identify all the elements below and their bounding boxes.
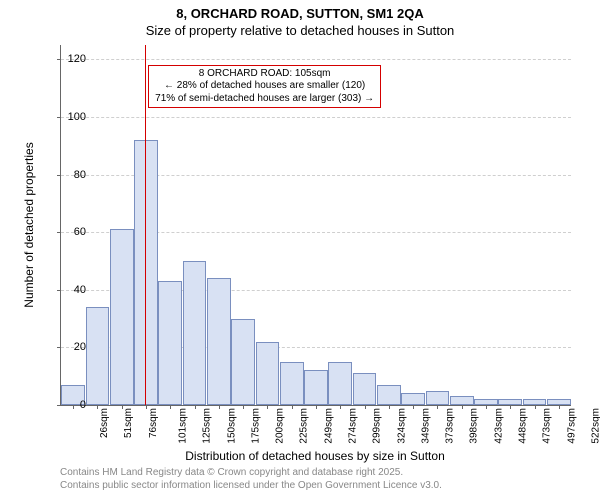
- histogram-bar: [328, 362, 352, 405]
- x-tick-label: 76sqm: [148, 408, 159, 438]
- y-axis-label-wrap: Number of detached properties: [22, 45, 36, 405]
- x-tick-label: 225sqm: [299, 408, 310, 444]
- histogram-bar: [401, 393, 425, 405]
- x-tick-label: 200sqm: [275, 408, 286, 444]
- x-tick-label: 522sqm: [590, 408, 600, 444]
- y-tick-label: 0: [46, 399, 86, 411]
- y-tick-label: 100: [46, 111, 86, 123]
- histogram-bar: [280, 362, 304, 405]
- x-tick-mark: [195, 405, 196, 409]
- x-tick-label: 299sqm: [372, 408, 383, 444]
- x-tick-mark: [170, 405, 171, 409]
- histogram-bar: [86, 307, 110, 405]
- histogram-bar: [256, 342, 280, 405]
- x-tick-mark: [292, 405, 293, 409]
- x-tick-label: 51sqm: [123, 408, 134, 438]
- x-tick-mark: [510, 405, 511, 409]
- histogram-bar: [158, 281, 182, 405]
- plot-area: 8 ORCHARD ROAD: 105sqm← 28% of detached …: [60, 45, 571, 406]
- x-tick-mark: [316, 405, 317, 409]
- grid-line: [61, 117, 571, 118]
- histogram-bar: [207, 278, 231, 405]
- annotation-line-3: 71% of semi-detached houses are larger (…: [155, 93, 374, 106]
- y-tick-label: 80: [46, 169, 86, 181]
- x-tick-label: 423sqm: [493, 408, 504, 444]
- x-tick-mark: [413, 405, 414, 409]
- x-tick-mark: [389, 405, 390, 409]
- x-tick-label: 448sqm: [518, 408, 529, 444]
- x-tick-mark: [365, 405, 366, 409]
- histogram-bar: [377, 385, 401, 405]
- x-tick-label: 175sqm: [250, 408, 261, 444]
- x-tick-label: 125sqm: [202, 408, 213, 444]
- x-tick-mark: [219, 405, 220, 409]
- x-tick-label: 373sqm: [445, 408, 456, 444]
- x-tick-label: 349sqm: [420, 408, 431, 444]
- x-tick-mark: [462, 405, 463, 409]
- x-tick-label: 398sqm: [469, 408, 480, 444]
- y-tick-label: 120: [46, 53, 86, 65]
- y-axis-label: Number of detached properties: [22, 142, 36, 307]
- x-tick-label: 150sqm: [226, 408, 237, 444]
- x-tick-label: 26sqm: [99, 408, 110, 438]
- histogram-bar: [304, 370, 328, 405]
- histogram-bar: [231, 319, 255, 405]
- chart-title-sub: Size of property relative to detached ho…: [0, 23, 600, 38]
- annotation-line-1: 8 ORCHARD ROAD: 105sqm: [155, 68, 374, 81]
- footer-line-1: Contains HM Land Registry data © Crown c…: [60, 467, 403, 478]
- x-tick-mark: [535, 405, 536, 409]
- chart-title-main: 8, ORCHARD ROAD, SUTTON, SM1 2QA: [0, 6, 600, 21]
- x-tick-label: 101sqm: [178, 408, 189, 444]
- x-tick-label: 473sqm: [542, 408, 553, 444]
- y-tick-label: 20: [46, 341, 86, 353]
- x-tick-label: 274sqm: [348, 408, 359, 444]
- reference-line: [145, 45, 146, 405]
- histogram-bar: [426, 391, 450, 405]
- x-tick-mark: [146, 405, 147, 409]
- x-tick-mark: [340, 405, 341, 409]
- x-axis-label: Distribution of detached houses by size …: [60, 449, 570, 463]
- histogram-bar: [353, 373, 377, 405]
- chart-container: 8, ORCHARD ROAD, SUTTON, SM1 2QA Size of…: [0, 0, 600, 500]
- x-tick-mark: [243, 405, 244, 409]
- annotation-line-2: ← 28% of detached houses are smaller (12…: [155, 80, 374, 93]
- x-tick-mark: [437, 405, 438, 409]
- x-tick-mark: [559, 405, 560, 409]
- x-tick-label: 324sqm: [396, 408, 407, 444]
- annotation-box: 8 ORCHARD ROAD: 105sqm← 28% of detached …: [148, 65, 381, 109]
- x-tick-mark: [267, 405, 268, 409]
- x-tick-mark: [486, 405, 487, 409]
- grid-line: [61, 59, 571, 60]
- histogram-bar: [183, 261, 207, 405]
- y-tick-label: 60: [46, 226, 86, 238]
- x-tick-label: 497sqm: [566, 408, 577, 444]
- footer-line-2: Contains public sector information licen…: [60, 480, 442, 491]
- x-tick-label: 249sqm: [323, 408, 334, 444]
- histogram-bar: [450, 396, 474, 405]
- histogram-bar: [110, 229, 134, 405]
- y-tick-label: 40: [46, 284, 86, 296]
